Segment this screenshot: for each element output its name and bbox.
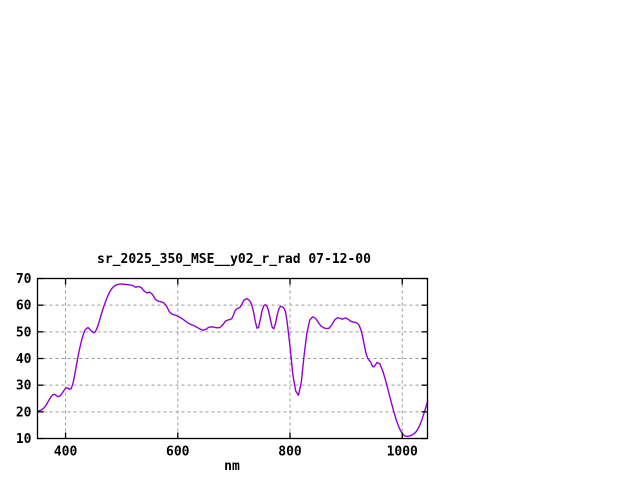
y-tick-label: 40 (16, 352, 32, 367)
x-tick-label: 400 (54, 445, 78, 460)
x-tick-label: 600 (166, 445, 190, 460)
x-tick-label: 1000 (387, 445, 418, 460)
grid-lines (37, 278, 428, 439)
data-series-line-0 (36, 283, 429, 438)
y-tick-label: 70 (16, 272, 32, 287)
x-tick-label: 800 (278, 445, 302, 460)
y-tick-label: 50 (16, 325, 32, 340)
page-title: sr_2025_350_MSE__y02_r_rad 07-12-00 (97, 252, 371, 267)
y-tick-label: 30 (16, 379, 32, 394)
y-tick-label: 60 (16, 299, 32, 314)
axis-ticks (37, 277, 428, 440)
axis-tick-labels: 10 20 30 40 50 60 70 400 600 800 1000 (16, 272, 418, 460)
x-axis-label: nm (224, 459, 240, 474)
y-tick-label: 20 (16, 405, 32, 420)
data-series-group (36, 283, 429, 438)
y-tick-label: 10 (16, 432, 32, 447)
